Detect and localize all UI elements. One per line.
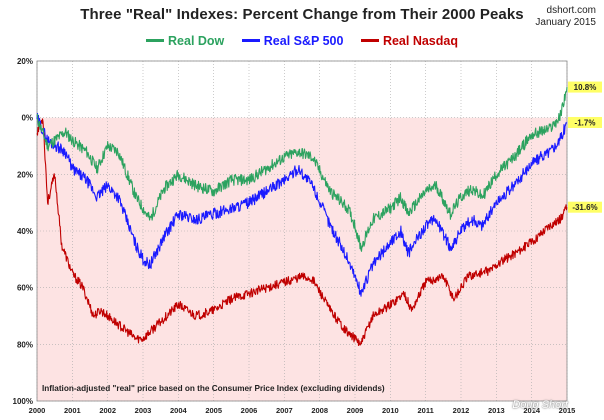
y-tick-label: 0% — [21, 114, 33, 123]
plot-frame — [36, 60, 568, 402]
y-tick-label: 60% — [17, 284, 33, 293]
legend-item-real-nasdaq: Real Nasdaq — [360, 33, 458, 48]
y-tick-label: 20% — [17, 57, 33, 66]
x-tick-label: 2001 — [64, 406, 81, 415]
plot-area-upper — [37, 61, 567, 118]
x-tick-label: 2003 — [135, 406, 152, 415]
legend-label-real-nasdaq: Real Nasdaq — [382, 33, 458, 48]
source-date: January 2015 — [535, 17, 596, 28]
end-label-real-dow: 10.8% — [574, 83, 597, 92]
end-label-real-nasdaq: -31.6% — [572, 203, 597, 212]
x-tick-label: 2006 — [241, 406, 258, 415]
x-tick-label: 2013 — [488, 406, 505, 415]
x-tick-label: 2009 — [347, 406, 364, 415]
x-tick-label: 2014 — [523, 406, 541, 415]
series-line-real-nasdaq — [36, 118, 568, 346]
x-tick-label: 2002 — [99, 406, 116, 415]
series-line-real-dow — [36, 87, 568, 252]
chart-legend: Real Dow Real S&P 500 Real Nasdaq — [0, 31, 604, 48]
plot-area-negative-band — [37, 117, 567, 402]
legend-item-real-dow: Real Dow — [146, 34, 224, 48]
source-credit: dshort.com January 2015 — [535, 5, 596, 29]
end-label-real-sp500: -1.7% — [575, 118, 596, 127]
series-line-real-sp500 — [36, 113, 568, 297]
legend-swatch-real-nasdaq — [360, 39, 379, 42]
y-tick-label: 100% — [13, 397, 33, 406]
watermark-signature: Doug Short — [512, 399, 568, 411]
y-tick-label: 20% — [17, 170, 33, 179]
x-tick-label: 2011 — [418, 406, 434, 415]
end-label-box-real-sp500 — [568, 116, 602, 128]
x-tick-label: 2007 — [276, 406, 293, 415]
legend-item-real-sp500: Real S&P 500 — [241, 33, 344, 48]
end-label-box-real-nasdaq — [568, 201, 602, 213]
end-label-box-real-dow — [568, 81, 602, 93]
x-tick-label: 2015 — [559, 406, 576, 415]
y-tick-label: 40% — [17, 227, 33, 236]
legend-label-real-sp500: Real S&P 500 — [263, 33, 344, 48]
x-tick-label: 2005 — [205, 406, 222, 415]
legend-label-real-dow: Real Dow — [168, 33, 225, 48]
x-tick-label: 2000 — [29, 406, 46, 415]
legend-swatch-real-sp500 — [241, 39, 260, 42]
legend-swatch-real-dow — [146, 39, 165, 42]
source-site: dshort.com — [546, 5, 596, 16]
x-tick-label: 2010 — [382, 406, 399, 415]
chart-annotation: Inflation-adjusted "real" price based on… — [42, 384, 385, 393]
x-tick-label: 2012 — [453, 406, 470, 415]
y-tick-label: 80% — [17, 340, 33, 349]
chart-title: Three "Real" Indexes: Percent Change fro… — [80, 6, 524, 23]
x-tick-label: 2004 — [170, 406, 188, 415]
x-tick-label: 2008 — [311, 406, 328, 415]
